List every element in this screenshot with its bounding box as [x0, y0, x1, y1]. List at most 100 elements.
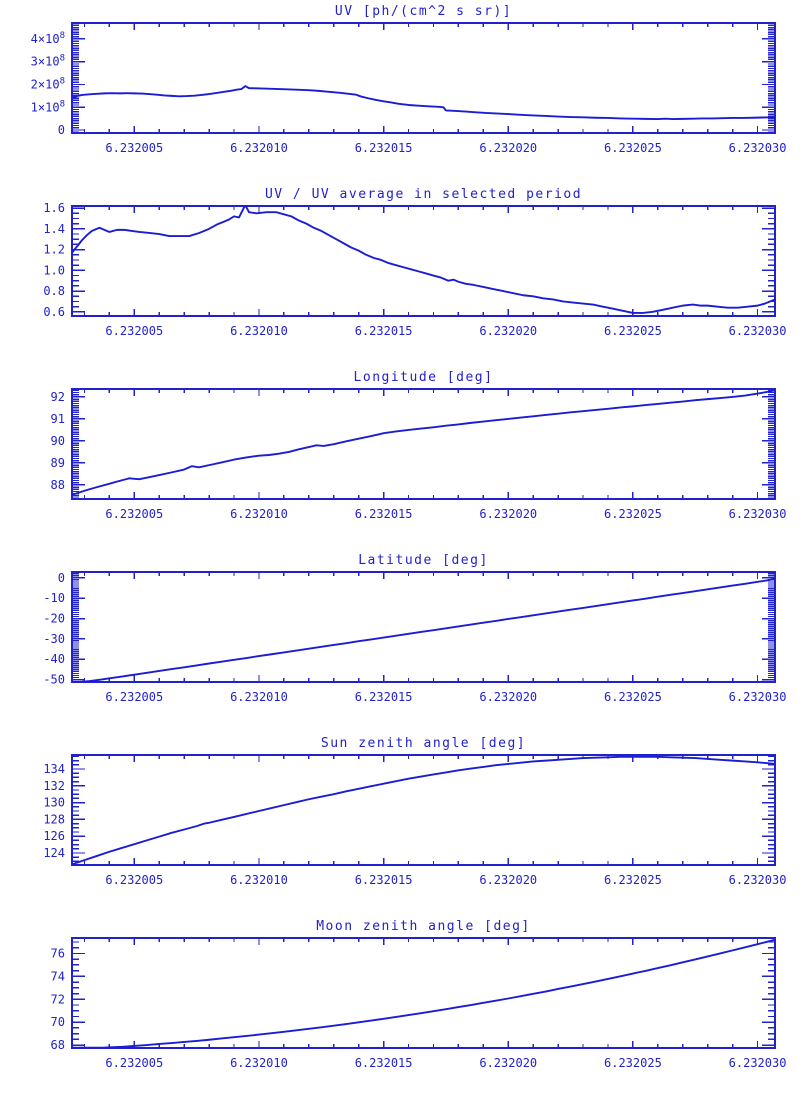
chart-latitude: Latitude [deg] 6.232005 6.232010 6.232015 6.… [43, 553, 787, 704]
y-axis-tick-label: 74 [51, 969, 65, 983]
x-axis-tick-label: 6.232015 [355, 690, 413, 704]
y-axis-tick-label: 1.4 [43, 222, 65, 236]
x-axis-tick-label: 6.232005 [105, 324, 163, 338]
y-axis-tick-label: 1.6 [43, 201, 65, 215]
x-axis-tick-label: 6.232020 [479, 324, 537, 338]
panel-title: Sun zenith angle [deg] [321, 736, 526, 751]
x-axis-tick-label: 6.232005 [105, 1056, 163, 1070]
y-axis-tick-label: 0 [58, 123, 65, 137]
series-line [72, 389, 775, 496]
x-axis-tick-label: 6.232025 [604, 324, 662, 338]
y-axis-tick-label: 130 [43, 796, 65, 810]
x-axis-tick-label: 6.232030 [729, 690, 787, 704]
y-axis-tick-label: -50 [43, 673, 65, 687]
x-axis-tick-label: 6.232015 [355, 141, 413, 155]
x-axis-tick-label: 6.232005 [105, 507, 163, 521]
plot-frame [71, 388, 776, 500]
x-axis-tick-label: 6.232030 [729, 141, 787, 155]
series-line [72, 85, 775, 121]
y-axis-tick-label: -40 [43, 652, 65, 666]
x-axis-tick-label: 6.232010 [230, 141, 288, 155]
y-axis-tick-label: 1.0 [43, 263, 65, 277]
y-axis-tick-label: 0.6 [43, 305, 65, 319]
y-axis-tick-label: 68 [51, 1038, 65, 1052]
x-axis-tick-label: 6.232030 [729, 873, 787, 887]
chart-uv-ratio: UV / UV average in selected period 6.2320… [43, 187, 787, 338]
series-line [72, 206, 775, 314]
chart-longitude: Longitude [deg] 6.232005 6.232010 6.232015 6… [51, 370, 787, 521]
panel-uv: UV [ph/(cm^2 s sr)] 6.232005 6.232010 6.232… [0, 0, 800, 183]
x-axis-tick-label: 6.232020 [479, 1056, 537, 1070]
y-axis-tick-label: 134 [43, 762, 65, 776]
panel-longitude: Longitude [deg] 6.232005 6.232010 6.232015 6… [0, 366, 800, 549]
x-axis-tick-label: 6.232005 [105, 141, 163, 155]
chart-moon-zenith: Moon zenith angle [deg] 6.232005 6.232010 6… [51, 919, 787, 1070]
plot-frame [71, 937, 776, 1049]
y-axis-tick-label: 1.2 [43, 243, 65, 257]
x-axis-tick-label: 6.232030 [729, 324, 787, 338]
panel-title: Moon zenith angle [deg] [316, 919, 531, 934]
x-axis-tick-label: 6.232025 [604, 690, 662, 704]
y-axis-tick-label: 88 [51, 478, 65, 492]
x-axis-tick-label: 6.232020 [479, 873, 537, 887]
x-axis-tick-label: 6.232020 [479, 507, 537, 521]
y-axis-tick-label: 89 [51, 456, 65, 470]
panel-title: UV [ph/(cm^2 s sr)] [335, 4, 512, 19]
y-axis-tick-label: 3×108 [31, 54, 65, 69]
chart-uv: UV [ph/(cm^2 s sr)] 6.232005 6.232010 6.232… [31, 4, 787, 155]
panel-sun-zenith: Sun zenith angle [deg] 6.232005 6.232010 6.… [0, 732, 800, 915]
x-axis-tick-label: 6.232015 [355, 873, 413, 887]
x-axis-tick-label: 6.232010 [230, 690, 288, 704]
series-line [72, 577, 775, 682]
y-axis-tick-label: -30 [43, 632, 65, 646]
x-axis-tick-label: 6.232010 [230, 1056, 288, 1070]
y-axis-tick-label: 72 [51, 992, 65, 1006]
x-axis-tick-label: 6.232025 [604, 1056, 662, 1070]
y-axis-tick-label: 0 [58, 571, 65, 585]
panel-latitude: Latitude [deg] 6.232005 6.232010 6.232015 6.… [0, 549, 800, 732]
y-axis-tick-label: 132 [43, 779, 65, 793]
y-axis-tick-label: 124 [43, 846, 65, 860]
x-axis-tick-label: 6.232030 [729, 1056, 787, 1070]
series-line [72, 755, 775, 865]
x-axis-tick-label: 6.232020 [479, 141, 537, 155]
x-axis-tick-label: 6.232020 [479, 690, 537, 704]
plot-frame [71, 22, 776, 134]
y-axis-tick-label: 92 [51, 390, 65, 404]
panel-title: Longitude [deg] [354, 370, 494, 385]
y-axis-tick-label: 4×108 [31, 31, 65, 46]
y-axis-tick-label: 2×108 [31, 76, 65, 91]
y-axis-tick-label: 0.8 [43, 284, 65, 298]
x-axis-tick-label: 6.232005 [105, 690, 163, 704]
x-axis-tick-label: 6.232015 [355, 1056, 413, 1070]
x-axis-tick-label: 6.232010 [230, 324, 288, 338]
y-axis-tick-label: 76 [51, 946, 65, 960]
x-axis-tick-label: 6.232025 [604, 141, 662, 155]
x-axis-tick-label: 6.232015 [355, 507, 413, 521]
plot-frame [71, 571, 776, 683]
y-axis-tick-label: 90 [51, 434, 65, 448]
x-axis-tick-label: 6.232010 [230, 507, 288, 521]
plot-frame [71, 754, 776, 866]
x-axis-tick-label: 6.232005 [105, 873, 163, 887]
chart-sun-zenith: Sun zenith angle [deg] 6.232005 6.232010 6.… [43, 736, 787, 887]
y-axis-tick-label: -10 [43, 591, 65, 605]
y-axis-tick-label: 128 [43, 812, 65, 826]
y-axis-tick-label: 1×108 [31, 99, 65, 114]
y-axis-tick-label: 70 [51, 1015, 65, 1029]
panel-uv-ratio: UV / UV average in selected period 6.2320… [0, 183, 800, 366]
y-axis-tick-label: 126 [43, 829, 65, 843]
x-axis-tick-label: 6.232030 [729, 507, 787, 521]
x-axis-tick-label: 6.232025 [604, 507, 662, 521]
panel-title: UV / UV average in selected period [265, 187, 582, 202]
x-axis-tick-label: 6.232025 [604, 873, 662, 887]
panel-title: Latitude [deg] [358, 553, 489, 568]
panel-moon-zenith: Moon zenith angle [deg] 6.232005 6.232010 6… [0, 915, 800, 1098]
plot-frame [71, 205, 776, 317]
series-line [72, 938, 775, 1048]
y-axis-tick-label: -20 [43, 612, 65, 626]
y-axis-tick-label: 91 [51, 412, 65, 426]
x-axis-tick-label: 6.232015 [355, 324, 413, 338]
x-axis-tick-label: 6.232010 [230, 873, 288, 887]
